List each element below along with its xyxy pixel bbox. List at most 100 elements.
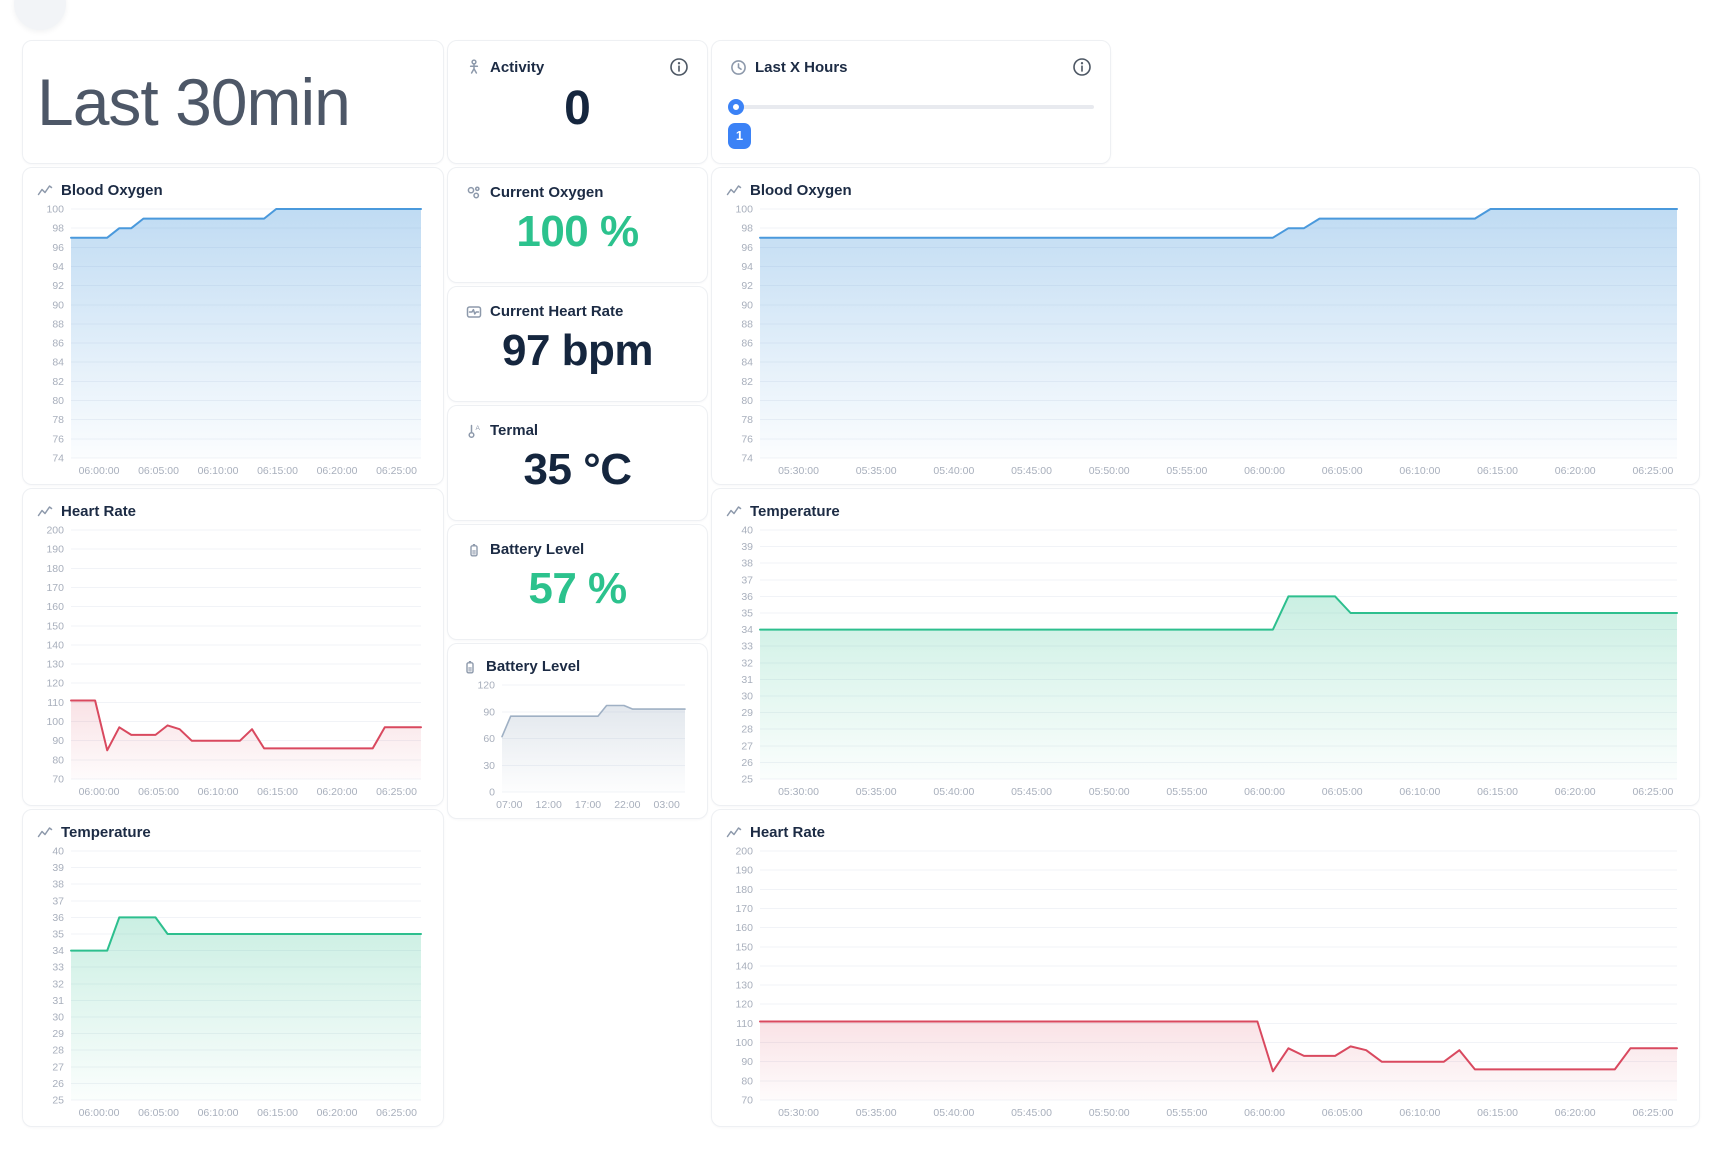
svg-text:110: 110 — [47, 697, 64, 709]
svg-text:05:50:00: 05:50:00 — [1089, 1107, 1130, 1119]
last-x-hours-card: Last X Hours 1 — [711, 40, 1111, 164]
svg-text:06:25:00: 06:25:00 — [376, 465, 417, 477]
svg-text:94: 94 — [741, 261, 753, 273]
svg-text:90: 90 — [52, 299, 64, 311]
svg-text:40: 40 — [52, 846, 64, 858]
svg-text:98: 98 — [52, 223, 64, 235]
thermal-value: 35 °C — [523, 445, 632, 494]
chart-line-icon — [37, 183, 53, 199]
svg-text:37: 37 — [741, 574, 753, 586]
dashboard-grid: Last 30min Activity 0 — [22, 40, 1700, 1127]
svg-text:26: 26 — [741, 757, 753, 769]
svg-text:36: 36 — [741, 591, 753, 603]
svg-text:30: 30 — [483, 760, 495, 772]
svg-text:78: 78 — [741, 414, 753, 426]
page-title: Last 30min — [37, 65, 351, 139]
svg-text:35: 35 — [741, 608, 753, 620]
svg-text:98: 98 — [741, 223, 753, 235]
svg-text:34: 34 — [52, 945, 64, 957]
svg-text:06:05:00: 06:05:00 — [138, 1107, 179, 1119]
svg-text:06:00:00: 06:00:00 — [79, 1107, 120, 1119]
svg-text:06:25:00: 06:25:00 — [376, 786, 417, 798]
info-icon[interactable] — [669, 57, 689, 77]
svg-text:100: 100 — [46, 204, 64, 216]
svg-text:05:45:00: 05:45:00 — [1011, 1107, 1052, 1119]
chart-line-icon — [37, 825, 53, 841]
svg-text:06:05:00: 06:05:00 — [138, 465, 179, 477]
svg-text:27: 27 — [741, 740, 753, 752]
svg-text:0: 0 — [489, 787, 495, 799]
svg-text:28: 28 — [52, 1045, 64, 1057]
svg-text:130: 130 — [46, 659, 64, 671]
svg-text:06:00:00: 06:00:00 — [1244, 1107, 1285, 1119]
time-range-card: Last 30min — [22, 40, 444, 164]
svg-text:12:00: 12:00 — [536, 799, 562, 811]
svg-text:96: 96 — [52, 242, 64, 254]
svg-text:29: 29 — [741, 707, 753, 719]
svg-text:96: 96 — [741, 242, 753, 254]
svg-text:06:10:00: 06:10:00 — [198, 1107, 239, 1119]
svg-text:05:40:00: 05:40:00 — [933, 786, 974, 798]
chart-line-icon — [726, 183, 742, 199]
svg-text:A: A — [476, 425, 481, 432]
blood-oxygen-card-30min: Blood Oxygen 100 98 96 94 92 90 88 86 84 82 80 78 76… — [22, 167, 444, 485]
svg-text:37: 37 — [52, 895, 64, 907]
battery-icon — [462, 659, 478, 675]
svg-text:70: 70 — [52, 774, 64, 786]
blood-oxygen-card-60min: Blood Oxygen 100 98 96 94 92 90 88 86 84 82 80 78 76… — [711, 167, 1700, 485]
hours-slider[interactable] — [728, 99, 1094, 115]
last-x-hours-label: Last X Hours — [755, 58, 848, 76]
svg-text:74: 74 — [52, 453, 64, 465]
svg-text:32: 32 — [741, 657, 753, 669]
svg-text:06:05:00: 06:05:00 — [1322, 465, 1363, 477]
svg-text:06:20:00: 06:20:00 — [1555, 1107, 1596, 1119]
svg-text:200: 200 — [735, 846, 753, 858]
svg-text:31: 31 — [52, 995, 64, 1007]
svg-text:150: 150 — [735, 941, 753, 953]
svg-text:06:15:00: 06:15:00 — [257, 1107, 298, 1119]
svg-text:05:50:00: 05:50:00 — [1089, 465, 1130, 477]
svg-text:05:55:00: 05:55:00 — [1166, 786, 1207, 798]
svg-text:90: 90 — [741, 299, 753, 311]
chart-title: Blood Oxygen — [61, 182, 163, 199]
chart-title: Temperature — [61, 824, 151, 841]
heart-rate-chart-60min: 200 190 180 170 160 150 140 130 120 110 100 90 80 70 0… — [724, 843, 1687, 1122]
svg-text:28: 28 — [741, 724, 753, 736]
thermometer-icon: A — [466, 423, 482, 439]
thermal-card: A Termal 35 °C — [447, 405, 708, 521]
svg-text:170: 170 — [735, 903, 753, 915]
stat-label: Termal — [490, 422, 539, 439]
svg-text:06:20:00: 06:20:00 — [317, 465, 358, 477]
activity-value: 0 — [564, 82, 591, 135]
svg-text:76: 76 — [741, 433, 753, 445]
slider-handle[interactable] — [728, 99, 744, 115]
svg-text:06:10:00: 06:10:00 — [1399, 465, 1440, 477]
clock-icon — [730, 59, 747, 76]
left-column: Blood Oxygen 100 98 96 94 92 90 88 86 84 82 80 78 76… — [22, 167, 444, 1127]
svg-text:86: 86 — [52, 338, 64, 350]
battery-level-card: Battery Level 57 % — [447, 524, 708, 640]
stat-label: Current Oxygen — [490, 184, 604, 201]
slider-track[interactable] — [734, 105, 1094, 109]
current-oxygen-value: 100 % — [516, 207, 639, 256]
svg-text:39: 39 — [52, 862, 64, 874]
svg-text:29: 29 — [52, 1028, 64, 1040]
svg-text:190: 190 — [735, 865, 753, 877]
info-icon[interactable] — [1072, 57, 1092, 77]
svg-text:120: 120 — [735, 999, 753, 1011]
svg-text:110: 110 — [736, 1018, 753, 1030]
svg-text:05:35:00: 05:35:00 — [856, 1107, 897, 1119]
svg-text:90: 90 — [483, 706, 495, 718]
svg-text:22:00: 22:00 — [614, 799, 640, 811]
svg-text:06:05:00: 06:05:00 — [138, 786, 179, 798]
svg-text:06:25:00: 06:25:00 — [1632, 465, 1673, 477]
svg-text:170: 170 — [46, 582, 64, 594]
svg-text:05:30:00: 05:30:00 — [778, 465, 819, 477]
heart-rate-chart-30min: 200 190 180 170 160 150 140 130 120 110 100 90 80 70 0… — [35, 522, 431, 801]
svg-text:06:15:00: 06:15:00 — [257, 786, 298, 798]
floating-button[interactable] — [14, 0, 66, 30]
svg-text:120: 120 — [477, 680, 495, 692]
svg-text:05:55:00: 05:55:00 — [1166, 1107, 1207, 1119]
svg-text:100: 100 — [46, 716, 64, 728]
svg-text:05:45:00: 05:45:00 — [1011, 465, 1052, 477]
